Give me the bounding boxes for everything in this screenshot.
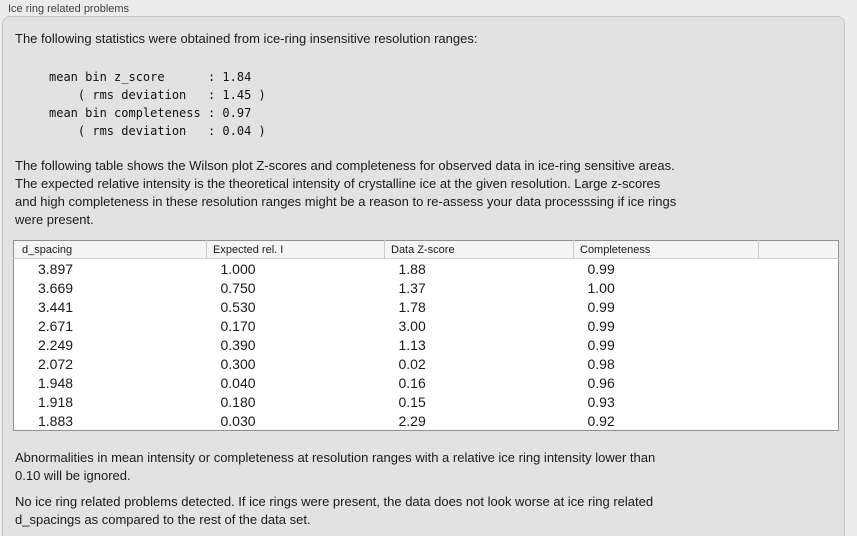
table-cell: 0.750	[220, 279, 256, 296]
table-cell: 0.96	[587, 374, 615, 391]
table-intro-paragraph: The following table shows the Wilson plo…	[15, 158, 677, 227]
column-header-completeness[interactable]: Completeness	[573, 240, 759, 259]
table-cell-spacer	[759, 373, 839, 392]
table-cell: 0.92	[587, 412, 615, 429]
table-cell: 3.669	[38, 279, 74, 296]
table-cell: 1.000	[220, 260, 256, 277]
groupbox-title: Ice ring related problems	[8, 3, 130, 15]
table-cell: 0.93	[587, 393, 615, 410]
table-cell: 1.88	[398, 260, 426, 277]
table-cell-spacer	[759, 297, 839, 316]
table-row[interactable]: 2.671 0.170 3.00 0.99	[14, 316, 839, 335]
table-header-row: d_spacing Expected rel. I Data Z-score C…	[13, 240, 839, 259]
table-cell: 2.29	[398, 412, 426, 429]
table-row[interactable]: 3.897 1.000 1.88 0.99	[14, 259, 839, 279]
table-cell: 1.13	[398, 336, 426, 353]
table-cell: 0.530	[220, 298, 256, 315]
table-cell: 0.99	[587, 260, 615, 277]
table-cell: 2.249	[38, 336, 74, 353]
column-header-data-z-score[interactable]: Data Z-score	[384, 240, 574, 259]
table-cell: 1.918	[38, 393, 74, 410]
conclusion-paragraph: No ice ring related problems detected. I…	[15, 494, 654, 527]
groupbox-frame: The following statistics were obtained f…	[2, 16, 845, 536]
table-row[interactable]: 1.883 0.030 2.29 0.92	[14, 411, 839, 431]
table-row[interactable]: 1.948 0.040 0.16 0.96	[14, 373, 839, 392]
table-cell-spacer	[759, 411, 839, 431]
table-cell: 0.99	[587, 298, 615, 315]
table-cell: 3.00	[398, 317, 426, 334]
table-cell: 0.040	[220, 374, 256, 391]
ice-table-body: 3.897 1.000 1.88 0.99 3.669 0.750 1.37 1.00 3.44…	[14, 259, 839, 431]
stats-block: mean bin z_score : 1.84 ( rms deviation …	[49, 70, 266, 138]
table-cell-spacer	[759, 392, 839, 411]
table-cell: 0.15	[398, 393, 426, 410]
intro-paragraph: The following statistics were obtained f…	[15, 31, 478, 46]
table-cell-spacer	[759, 259, 839, 279]
table-cell: 0.99	[587, 336, 615, 353]
table-cell: 2.072	[38, 355, 74, 372]
table-cell: 0.180	[220, 393, 256, 410]
table-cell-spacer	[759, 335, 839, 354]
column-header-spacer	[758, 240, 839, 259]
table-cell: 1.00	[587, 279, 615, 296]
table-cell: 0.99	[587, 317, 615, 334]
table-cell-spacer	[759, 316, 839, 335]
table-cell: 0.16	[398, 374, 426, 391]
table-row[interactable]: 2.072 0.300 0.02 0.98	[14, 354, 839, 373]
table-cell: 0.030	[220, 412, 256, 429]
ice-ring-table: d_spacing Expected rel. I Data Z-score C…	[13, 240, 839, 431]
table-cell-spacer	[759, 278, 839, 297]
table-cell: 1.883	[38, 412, 74, 429]
table-cell: 3.897	[38, 260, 74, 277]
table-cell: 0.300	[220, 355, 256, 372]
table-cell: 1.948	[38, 374, 74, 391]
table-cell: 3.441	[38, 298, 74, 315]
table-row[interactable]: 3.669 0.750 1.37 1.00	[14, 278, 839, 297]
table-row[interactable]: 1.918 0.180 0.15 0.93	[14, 392, 839, 411]
table-row[interactable]: 3.441 0.530 1.78 0.99	[14, 297, 839, 316]
table-cell: 2.671	[38, 317, 74, 334]
table-cell-spacer	[759, 354, 839, 373]
column-header-d-spacing[interactable]: d_spacing	[13, 240, 207, 259]
column-header-expected-rel-i[interactable]: Expected rel. I	[206, 240, 385, 259]
table-cell: 1.78	[398, 298, 426, 315]
table-cell: 0.170	[220, 317, 256, 334]
table-cell: 0.390	[220, 336, 256, 353]
table-row[interactable]: 2.249 0.390 1.13 0.99	[14, 335, 839, 354]
table-cell: 0.02	[398, 355, 426, 372]
table-cell: 1.37	[398, 279, 426, 296]
table-cell: 0.98	[587, 355, 615, 372]
ignore-note-paragraph: Abnormalities in mean intensity or compl…	[15, 450, 656, 483]
